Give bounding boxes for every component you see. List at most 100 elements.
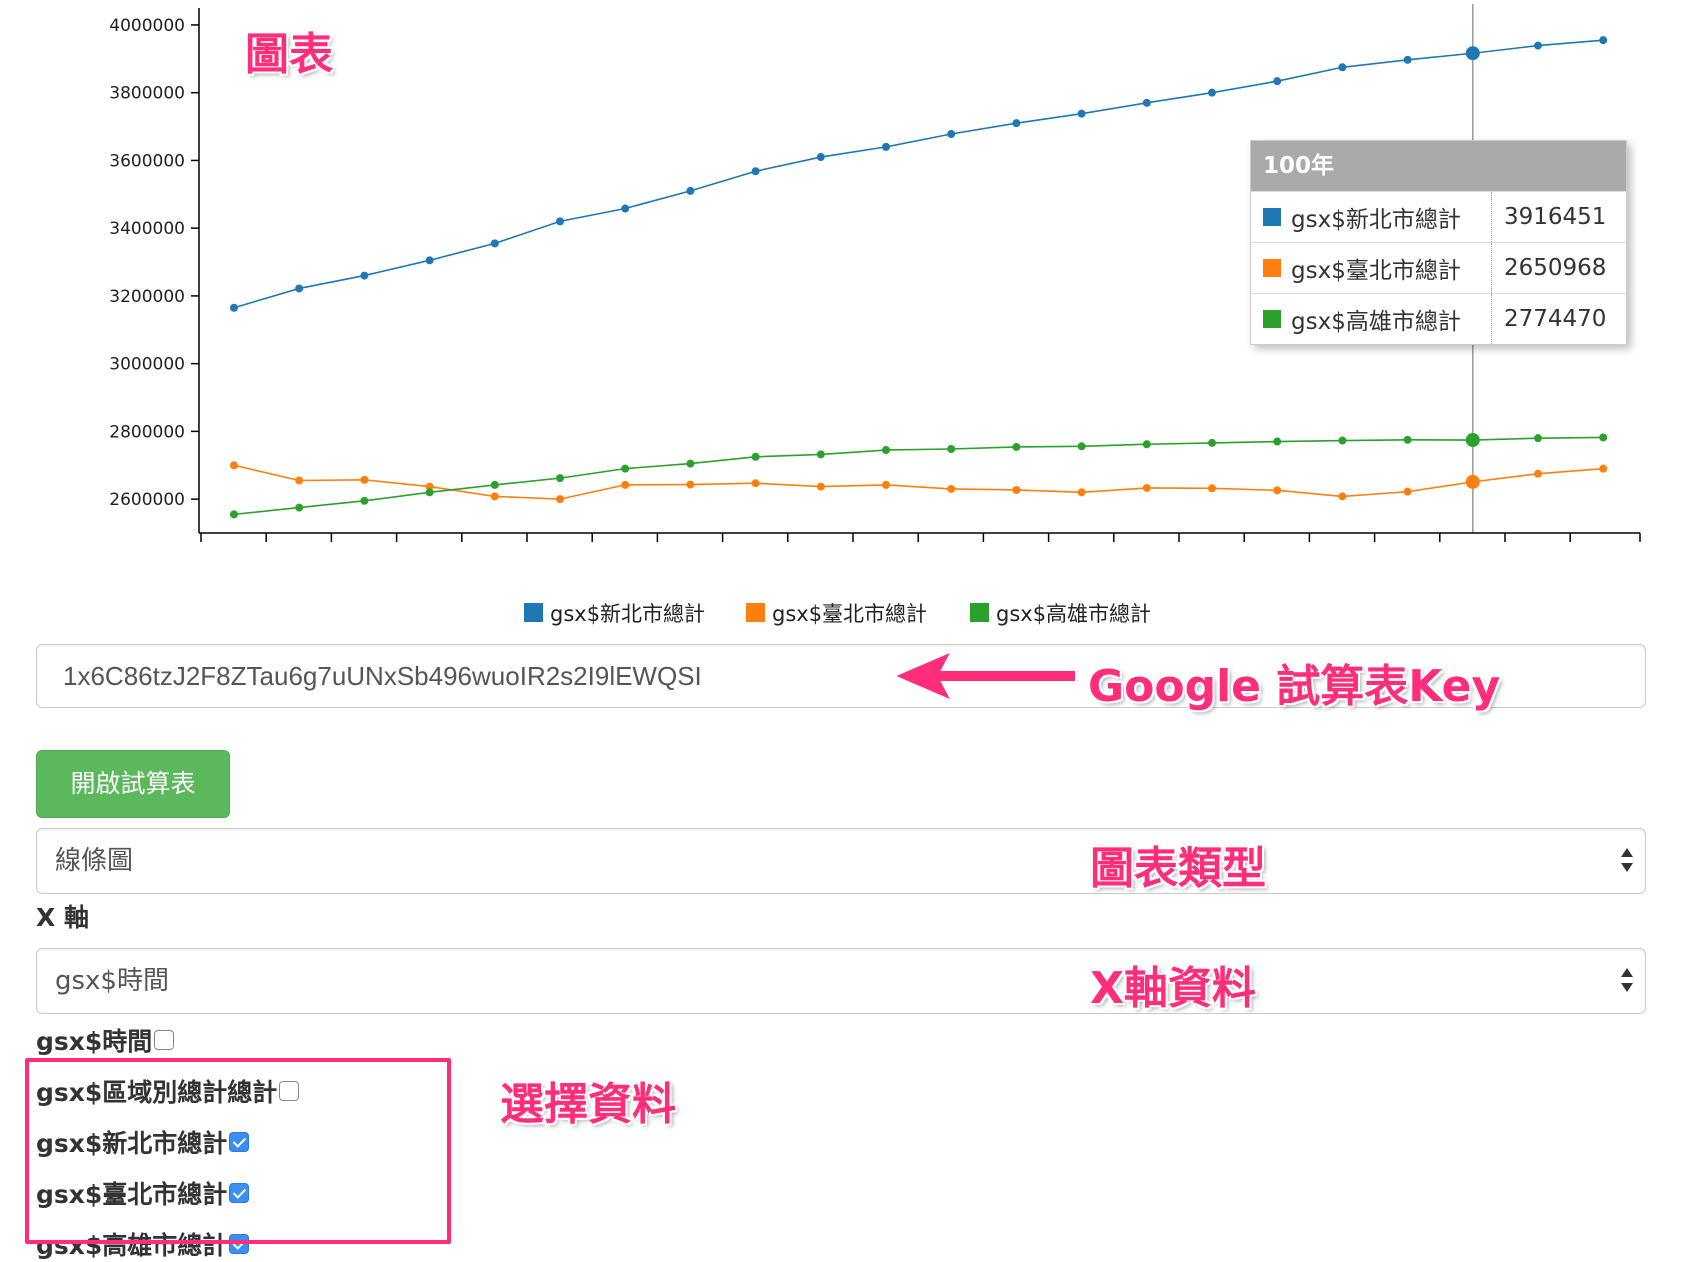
x-axis <box>199 532 1641 542</box>
data-point <box>556 217 564 226</box>
series-line <box>233 464 1604 500</box>
highlighted-point <box>1465 46 1480 61</box>
annotation-sheet-key: Google 試算表Key <box>1088 661 1501 712</box>
data-point <box>295 503 304 512</box>
legend-label: gsx$高雄市總計 <box>996 602 1151 626</box>
data-point <box>1142 483 1151 492</box>
annotation-chart: 圖表 <box>245 29 333 80</box>
data-point <box>882 446 890 455</box>
checkbox-label: gsx$區域別總計總計 <box>36 1078 278 1107</box>
data-point <box>230 303 238 312</box>
tooltip-series-name: gsx$新北市總計 <box>1291 207 1461 233</box>
data-point <box>556 495 564 504</box>
checkbox-row-new-taipei[interactable]: gsx$新北市總計 <box>36 1124 250 1160</box>
data-point <box>1403 55 1412 64</box>
data-point <box>1077 488 1086 497</box>
data-point <box>425 256 434 265</box>
data-point <box>621 480 630 489</box>
y-tick-label: 3000000 <box>109 355 185 375</box>
data-point <box>1534 434 1542 443</box>
data-point <box>1142 440 1151 449</box>
checkbox-region-total[interactable] <box>279 1081 300 1101</box>
data-point <box>882 142 890 151</box>
y-tick-label: 3600000 <box>109 151 185 171</box>
data-point <box>1599 433 1608 442</box>
data-point <box>816 450 825 459</box>
annotation-chart-type: 圖表類型 <box>1090 843 1266 894</box>
y-axis: 2600000 2800000 3000000 3200000 3400000 36000… <box>109 8 200 533</box>
data-point <box>360 475 369 484</box>
select-arrows-icon <box>1621 968 1633 992</box>
series-line <box>233 436 1604 516</box>
series-swatch-blue <box>1263 208 1281 226</box>
data-point <box>1534 469 1542 478</box>
y-tick-label: 2600000 <box>109 490 185 510</box>
data-point <box>1338 63 1347 72</box>
x-axis-label: X 軸 <box>36 903 89 932</box>
x-axis-selected-value: gsx$時間 <box>55 966 169 996</box>
highlighted-point <box>1465 474 1480 489</box>
data-point <box>882 480 890 489</box>
annotation-select-data: 選擇資料 <box>500 1079 676 1130</box>
data-point <box>1534 41 1542 50</box>
data-point <box>816 153 825 162</box>
legend-label: gsx$臺北市總計 <box>772 602 927 626</box>
data-point <box>1273 437 1282 446</box>
y-tick-label: 2800000 <box>109 422 185 442</box>
data-point <box>1338 492 1347 501</box>
checkbox-taipei[interactable] <box>229 1183 250 1203</box>
sheet-key-input[interactable]: 1x6C86tzJ2F8ZTau6g7uUNxSb496wuoIR2s2I9lE… <box>36 644 1646 708</box>
select-data-highlight-frame <box>25 1058 451 1244</box>
data-point <box>1142 98 1151 107</box>
data-point <box>621 204 630 213</box>
data-point <box>686 480 695 489</box>
data-point <box>751 167 760 176</box>
data-point <box>1403 435 1412 444</box>
data-point <box>1208 88 1216 97</box>
checkbox-time[interactable] <box>154 1030 175 1050</box>
open-spreadsheet-button[interactable]: 開啟試算表 <box>36 750 230 818</box>
x-axis-select[interactable]: gsx$時間 <box>36 948 1646 1014</box>
tooltip-series-value: 2650968 <box>1504 255 1607 281</box>
data-point <box>1012 442 1021 451</box>
checkbox-label: gsx$臺北市總計 <box>36 1180 228 1209</box>
data-point <box>816 482 825 491</box>
tooltip-row: gsx$臺北市總計 2650968 <box>1251 242 1626 293</box>
data-point <box>360 496 369 505</box>
legend-label: gsx$新北市總計 <box>550 602 705 626</box>
data-point <box>556 474 564 483</box>
tooltip-series-name: gsx$高雄市總計 <box>1291 309 1461 335</box>
data-point <box>751 452 760 461</box>
data-point <box>490 239 499 248</box>
checkbox-label: gsx$時間 <box>36 1027 153 1056</box>
data-point <box>360 271 369 280</box>
checkbox-label: gsx$新北市總計 <box>36 1129 228 1158</box>
chart-legend[interactable]: gsx$新北市總計 gsx$臺北市總計 gsx$高雄市總計 <box>524 602 1151 626</box>
data-point <box>686 459 695 468</box>
chart-type-select[interactable]: 線條圖 <box>36 828 1646 894</box>
tooltip-row: gsx$高雄市總計 2774470 <box>1251 293 1626 344</box>
series-swatch-orange <box>1263 259 1281 277</box>
checkbox-row-time[interactable]: gsx$時間 <box>36 1022 175 1058</box>
data-point <box>490 480 499 489</box>
data-point <box>1273 486 1282 495</box>
tooltip-series-value: 3916451 <box>1504 204 1607 230</box>
tooltip-title: 100年 <box>1251 141 1626 191</box>
data-point <box>947 445 956 453</box>
checkbox-new-taipei[interactable] <box>229 1132 250 1152</box>
data-point <box>230 461 238 470</box>
data-point <box>686 186 695 195</box>
chart-type-selected-value: 線條圖 <box>55 846 134 876</box>
data-point <box>1208 484 1216 493</box>
data-point <box>751 479 760 488</box>
checkbox-row-taipei[interactable]: gsx$臺北市總計 <box>36 1175 250 1211</box>
data-point <box>1273 77 1282 86</box>
data-point <box>1599 36 1608 45</box>
chart-tooltip: 100年 gsx$新北市總計 3916451 gsx$臺北市總計 2650968… <box>1250 140 1627 345</box>
line-chart: 2600000 2800000 3000000 3200000 3400000 36000… <box>109 4 1641 626</box>
data-point <box>230 510 238 519</box>
series-layer <box>230 36 1608 519</box>
checkbox-row-region-total[interactable]: gsx$區域別總計總計 <box>36 1073 300 1109</box>
series-swatch-green <box>1263 310 1281 328</box>
data-point <box>295 476 304 485</box>
